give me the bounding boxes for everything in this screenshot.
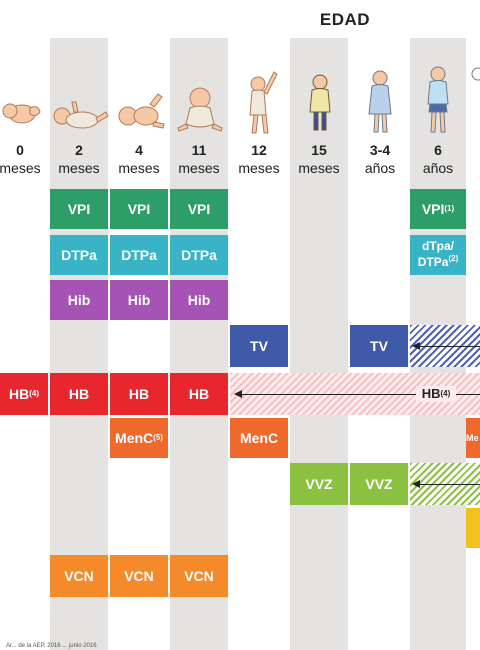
vaccine-vcn-4-meses: VCN <box>110 555 168 597</box>
vaccine-menc-12-meses: MenC <box>230 418 288 458</box>
vaccine-hb-0-meses: HB (4) <box>0 373 48 415</box>
age-6-unit: años <box>422 160 454 176</box>
newborn-figure <box>2 103 41 124</box>
age-4-unit: meses <box>118 160 160 176</box>
age-12-unit: meses <box>238 160 280 176</box>
vaccine-vcn-11-meses: VCN <box>170 555 228 597</box>
age-12-number: 12 <box>251 142 267 158</box>
tv-catchup-arrow-line <box>418 346 480 347</box>
vaccine-hb-2-meses: HB <box>50 373 108 415</box>
vaccine-vvz-3-4-anos: VVZ <box>350 463 408 505</box>
vaccine-hib-4-meses: Hib <box>110 280 168 320</box>
age-6-number: 6 <box>434 142 442 158</box>
infant-sitting-figure <box>177 87 223 132</box>
age-0-unit: meses <box>0 160 41 176</box>
vaccine-hb-4-meses: HB <box>110 373 168 415</box>
partial-figure-edge <box>471 67 480 81</box>
tv-catchup-arrow-head <box>412 342 420 350</box>
vaccine-hib-2-meses: Hib <box>50 280 108 320</box>
vaccine-vvz-15-meses: VVZ <box>290 463 348 505</box>
vaccine-dtpa-4-meses: DTPa <box>110 235 168 275</box>
age-header-title: EDAD <box>319 10 371 29</box>
vaccine-tv-12-meses: TV <box>230 325 288 367</box>
vaccine-dtpa-2-meses: DTPa <box>50 235 108 275</box>
infant-lying-figure <box>53 101 109 129</box>
age-3-4-unit: años <box>364 160 396 176</box>
age-11-number: 11 <box>191 142 207 158</box>
age-11-unit: meses <box>178 160 220 176</box>
vaccine-yellow-cut-edge <box>466 508 480 548</box>
age-2-number: 2 <box>75 142 83 158</box>
column-bg-11-meses <box>170 38 228 650</box>
age-15-number: 15 <box>311 142 327 158</box>
vaccine-vpi-4-meses: VPI <box>110 189 168 229</box>
vaccine-dtpa-6-anos: dTpa/ DTPa(2) <box>410 235 466 275</box>
vaccine-men-cut-edge: Me <box>466 418 480 458</box>
age-0-number: 0 <box>16 142 24 158</box>
age-2-unit: meses <box>58 160 100 176</box>
vvz-catchup-arrow-line <box>418 484 480 485</box>
age-4-number: 4 <box>135 142 143 158</box>
vaccine-tv-3-4-anos: TV <box>350 325 408 367</box>
source-footnote: Ar... de la AEP, 2016 ... junio 2016 <box>6 643 97 649</box>
vaccine-hb-11-meses: HB <box>170 373 228 415</box>
vaccine-vpi-6-anos: VPI (1) <box>410 189 466 229</box>
child-figure <box>368 70 392 133</box>
column-bg-2-meses <box>50 38 108 650</box>
vvz-catchup-arrow-head <box>412 480 420 488</box>
child-older-figure <box>427 66 449 133</box>
vaccine-dtpa-11-meses: DTPa <box>170 235 228 275</box>
toddler-standing-figure <box>249 71 278 134</box>
vaccine-vcn-2-meses: VCN <box>50 555 108 597</box>
age-3-4-number: 3-4 <box>369 142 391 158</box>
vaccine-vpi-2-meses: VPI <box>50 189 108 229</box>
vaccine-hb-catchup-label: HB (4) <box>416 386 456 402</box>
vaccine-menc-4-meses: MenC (5) <box>110 418 168 458</box>
vaccine-vpi-11-meses: VPI <box>170 189 228 229</box>
hb-catchup-arrow-head <box>234 390 242 398</box>
toddler-walking-figure <box>309 74 331 131</box>
age-15-unit: meses <box>298 160 340 176</box>
column-bg-15-meses <box>290 38 348 650</box>
vaccine-hib-11-meses: Hib <box>170 280 228 320</box>
hb-catchup-arrow-line <box>240 394 480 395</box>
infant-rolling-figure <box>118 93 165 129</box>
